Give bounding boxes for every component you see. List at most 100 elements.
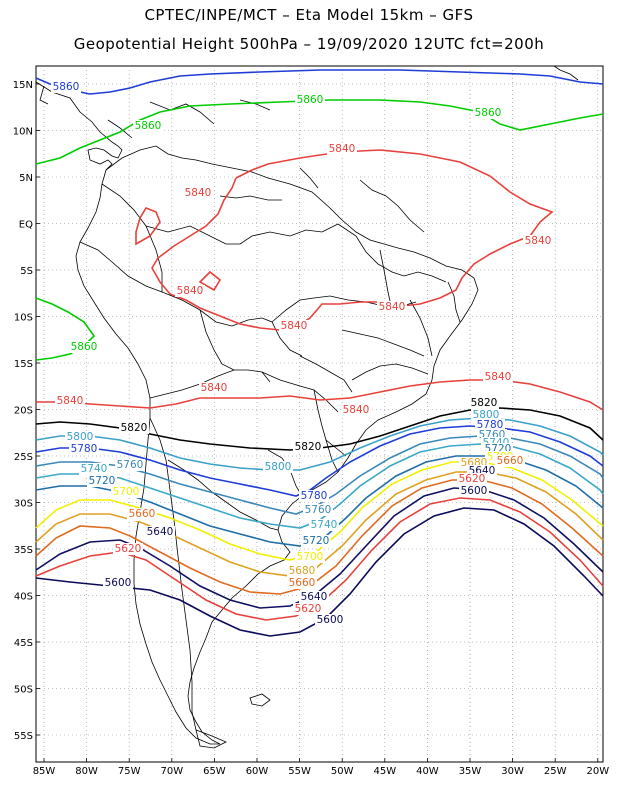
contour-label-bg <box>341 404 371 416</box>
contour-5840 <box>135 207 161 246</box>
contour-label-5620: 5620 <box>115 543 142 555</box>
contour-label-bg <box>115 459 145 471</box>
contour-label-bg <box>301 535 331 547</box>
contour-label-5800: 5800 <box>473 409 500 421</box>
contour-label-5840: 5840 <box>185 187 212 199</box>
contour-label-bg <box>183 187 213 199</box>
contour-label-bg <box>79 463 109 475</box>
contour-label-5860: 5860 <box>297 94 324 106</box>
map-subtitle: Geopotential Height 500hPa – 19/09/2020 … <box>73 35 545 53</box>
lon-tick-label: 30W <box>501 766 524 777</box>
lat-tick-label: 35S <box>14 545 33 556</box>
contour-label-5760: 5760 <box>305 504 332 516</box>
contour-label-bg <box>475 419 505 431</box>
contour-label-bg <box>279 320 309 332</box>
contour-label-5840: 5840 <box>201 382 228 394</box>
contour-label-bg <box>287 565 317 577</box>
contour-label-5740: 5740 <box>81 463 108 475</box>
contour-label-5860: 5860 <box>71 341 98 353</box>
contour-label-5840: 5840 <box>485 371 512 383</box>
map-title: CPTEC/INPE/MCT – Eta Model 15km – GFS <box>144 6 474 24</box>
lat-tick-label: 5S <box>20 266 33 277</box>
contour-label-bg <box>55 395 85 407</box>
lon-tick-label: 50W <box>331 766 354 777</box>
contour-label-bg <box>457 473 487 485</box>
contour-label-5620: 5620 <box>459 473 486 485</box>
contour-label-5780: 5780 <box>477 419 504 431</box>
contour-label-bg <box>293 441 323 453</box>
contour-label-bg <box>473 107 503 119</box>
contour-label-5800: 5800 <box>67 431 94 443</box>
contour-label-bg <box>495 455 525 467</box>
lat-tick-label: 15N <box>13 80 33 91</box>
lat-tick-label: 10S <box>14 313 33 324</box>
contour-label-bg <box>299 490 329 502</box>
lat-tick-label: 25S <box>14 452 33 463</box>
contour-label-5660: 5660 <box>129 508 156 520</box>
lat-tick-label: 10N <box>13 127 33 138</box>
contour-label-bg <box>119 422 149 434</box>
contour-label-bg <box>127 508 157 520</box>
lon-tick-label: 85W <box>33 766 56 777</box>
lon-tick-label: 80W <box>75 766 98 777</box>
contour-label-bg <box>295 551 325 563</box>
contour-5780 <box>35 425 604 497</box>
lon-tick-label: 20W <box>586 766 609 777</box>
contour-label-bg <box>175 285 205 297</box>
contour-label-5780: 5780 <box>71 443 98 455</box>
contour-label-5700: 5700 <box>113 486 140 498</box>
lon-tick-label: 70W <box>160 766 183 777</box>
contour-5780 <box>35 69 604 95</box>
contour-label-5860: 5860 <box>135 120 162 132</box>
contour-label-bg <box>377 301 407 313</box>
contour-label-5640: 5640 <box>301 591 328 603</box>
plot-frame <box>35 65 604 763</box>
contour-label-bg <box>315 614 345 626</box>
contour-5840 <box>36 379 604 411</box>
contour-label-bg <box>51 81 81 93</box>
lat-tick-label: 30S <box>14 499 33 510</box>
contour-label-5720: 5720 <box>303 535 330 547</box>
contour-label-bg <box>309 519 339 531</box>
contour-label-bg <box>145 526 175 538</box>
contour-5600 <box>35 507 604 637</box>
contour-label-5600: 5600 <box>105 577 132 589</box>
contour-label-5840: 5840 <box>379 301 406 313</box>
contour-label-5660: 5660 <box>289 577 316 589</box>
contour-label-5840: 5840 <box>329 143 356 155</box>
contour-label-bg <box>133 120 163 132</box>
contour-label-5820: 5820 <box>471 397 498 409</box>
contour-label-5620: 5620 <box>295 603 322 615</box>
contour-label-bg <box>327 143 357 155</box>
contour-label-bg <box>303 504 333 516</box>
contour-label-5640: 5640 <box>147 526 174 538</box>
contour-label-bg <box>295 94 325 106</box>
contour-label-5820: 5820 <box>295 441 322 453</box>
contour-label-5820: 5820 <box>121 422 148 434</box>
lat-tick-label: 5N <box>19 173 33 184</box>
contour-label-5720: 5720 <box>89 475 116 487</box>
lon-tick-label: 40W <box>416 766 439 777</box>
axis-ticks: 85W 80W 75W 70W 65W 60W 55W 50W 45W 40W 35W 30W 25W 2… <box>13 80 609 777</box>
contour-5860 <box>35 297 96 361</box>
lon-tick-label: 35W <box>459 766 482 777</box>
contour-label-bg <box>69 341 99 353</box>
lat-tick-label: 20S <box>14 406 33 417</box>
lat-tick-label: EQ <box>19 220 33 231</box>
lon-tick-label: 55W <box>288 766 311 777</box>
contour-5800 <box>35 417 604 471</box>
contour-label-5700: 5700 <box>297 551 324 563</box>
contour-label-bg <box>299 591 329 603</box>
lat-tick-label: 15S <box>14 359 33 370</box>
contour-label-5600: 5600 <box>461 485 488 497</box>
lon-tick-label: 45W <box>373 766 396 777</box>
lon-tick-label: 75W <box>118 766 141 777</box>
contour-label-5840: 5840 <box>57 395 84 407</box>
contour-label-5780: 5780 <box>301 490 328 502</box>
lat-tick-label: 55S <box>14 731 33 742</box>
contour-label-bg <box>199 382 229 394</box>
contour-label-bg <box>471 409 501 421</box>
contour-label-bg <box>287 577 317 589</box>
lon-tick-label: 65W <box>203 766 226 777</box>
